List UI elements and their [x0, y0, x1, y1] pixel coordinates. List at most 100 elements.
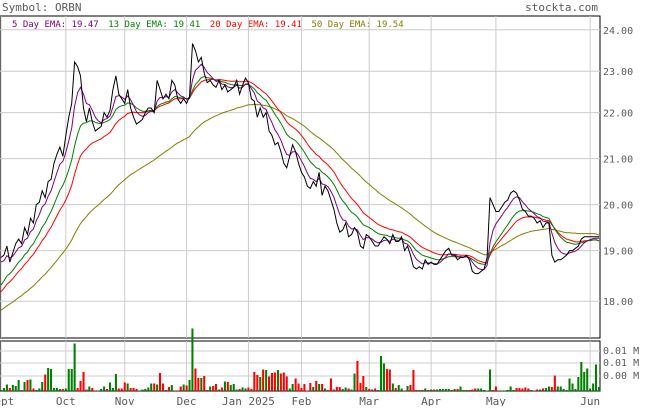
volume-bar — [147, 387, 150, 391]
volume-bar — [164, 390, 167, 391]
volume-bar — [256, 375, 259, 391]
volume-bar — [282, 372, 285, 391]
volume-bar — [329, 378, 332, 391]
volume-bar — [244, 388, 247, 391]
volume-bar — [450, 390, 453, 391]
x-tick-label: Dec — [177, 395, 197, 406]
x-tick-label: Apr — [421, 395, 441, 406]
volume-bar — [565, 390, 568, 391]
volume-bar — [100, 389, 103, 391]
volume-bar — [276, 370, 279, 391]
volume-bar — [306, 390, 309, 392]
volume-bar — [515, 388, 518, 391]
volume-bar — [385, 369, 388, 391]
volume-bar — [589, 388, 592, 391]
volume-bar — [309, 383, 312, 391]
volume-bar — [533, 390, 536, 392]
volume-bar — [409, 385, 412, 391]
volume-y-axis: 0.01 M0.01 M 0.00 M — [603, 346, 639, 382]
volume-bar — [223, 381, 226, 391]
volume-bar — [391, 383, 394, 391]
volume-bar — [50, 369, 53, 391]
x-tick-label: Sept — [0, 395, 14, 406]
volume-bar — [291, 384, 294, 391]
volume-bar — [574, 389, 577, 391]
volume-bar — [406, 386, 409, 391]
x-axis: SeptOctNovDecJan 2025FebMarAprMayJunJul — [0, 395, 600, 408]
volume-bar — [559, 386, 562, 391]
volume-tick-label: 0.00 M — [603, 371, 639, 382]
volume-bar — [229, 385, 232, 391]
volume-bar — [380, 356, 383, 391]
volume-bar — [362, 376, 365, 391]
volume-bar — [583, 372, 586, 391]
volume-bar — [556, 386, 559, 391]
volume-bar — [353, 373, 356, 391]
volume-bar — [138, 390, 141, 392]
volume-bar — [220, 387, 223, 391]
volume-bar — [247, 387, 250, 391]
volume-bar — [268, 376, 271, 391]
volume-bar — [97, 390, 100, 392]
volume-bar — [103, 386, 106, 391]
volume-bar — [203, 376, 206, 391]
volume-bar — [477, 388, 480, 391]
volume-bar — [70, 369, 73, 391]
volume-bar — [265, 370, 268, 391]
volume-bar — [344, 387, 347, 391]
volume-bar — [480, 388, 483, 391]
x-tick-label: Nov — [115, 395, 135, 406]
volume-bar — [489, 369, 492, 391]
volume-bar — [212, 386, 215, 391]
volume-bar — [32, 388, 35, 391]
volume-bar — [26, 380, 29, 391]
volume-bar — [67, 369, 70, 391]
price-tick-label: 22.00 — [603, 109, 633, 120]
volume-bar — [397, 385, 400, 391]
volume-bar — [518, 388, 521, 391]
site-link[interactable]: stockta.com — [525, 1, 598, 14]
volume-bar — [350, 389, 353, 391]
volume-bar — [527, 388, 530, 391]
volume-bar — [441, 389, 444, 391]
volume-bar — [2, 388, 5, 391]
volume-bar — [79, 381, 82, 391]
volume-bar — [415, 390, 418, 391]
volume-bar — [544, 388, 547, 391]
volume-bar — [586, 368, 589, 391]
volume-bar — [294, 378, 297, 391]
volume-bar — [20, 390, 23, 391]
volume-tick-label: 0.01 M — [603, 346, 639, 357]
volume-bar — [486, 390, 489, 392]
volume-bar — [76, 388, 79, 391]
volume-bar — [176, 390, 179, 392]
volume-bar — [444, 389, 447, 391]
volume-bar — [347, 388, 350, 391]
volume-bar — [315, 381, 318, 391]
price-lines — [0, 43, 600, 311]
volume-bar — [497, 390, 500, 392]
volume-bar — [580, 362, 583, 391]
volume-bar — [232, 384, 235, 391]
volume-bar — [273, 372, 276, 391]
volume-bar — [321, 384, 324, 391]
volume-bar — [536, 389, 539, 391]
volume-bar — [530, 390, 533, 391]
price-tick-label: 19.00 — [603, 247, 633, 258]
volume-bar — [571, 383, 574, 391]
volume-frame — [0, 340, 601, 392]
volume-bar — [29, 379, 32, 391]
volume-bar — [188, 380, 191, 391]
volume-bar — [438, 389, 441, 391]
volume-bar — [300, 388, 303, 391]
volume-bar — [524, 387, 527, 391]
volume-bar — [109, 382, 112, 391]
volume-bar — [598, 387, 601, 391]
volume-bar — [388, 369, 391, 391]
volume-bar — [568, 378, 571, 391]
price-frame — [0, 15, 601, 339]
volume-bar — [117, 388, 120, 391]
volume-bar — [64, 388, 67, 391]
volume-bar — [226, 382, 229, 391]
